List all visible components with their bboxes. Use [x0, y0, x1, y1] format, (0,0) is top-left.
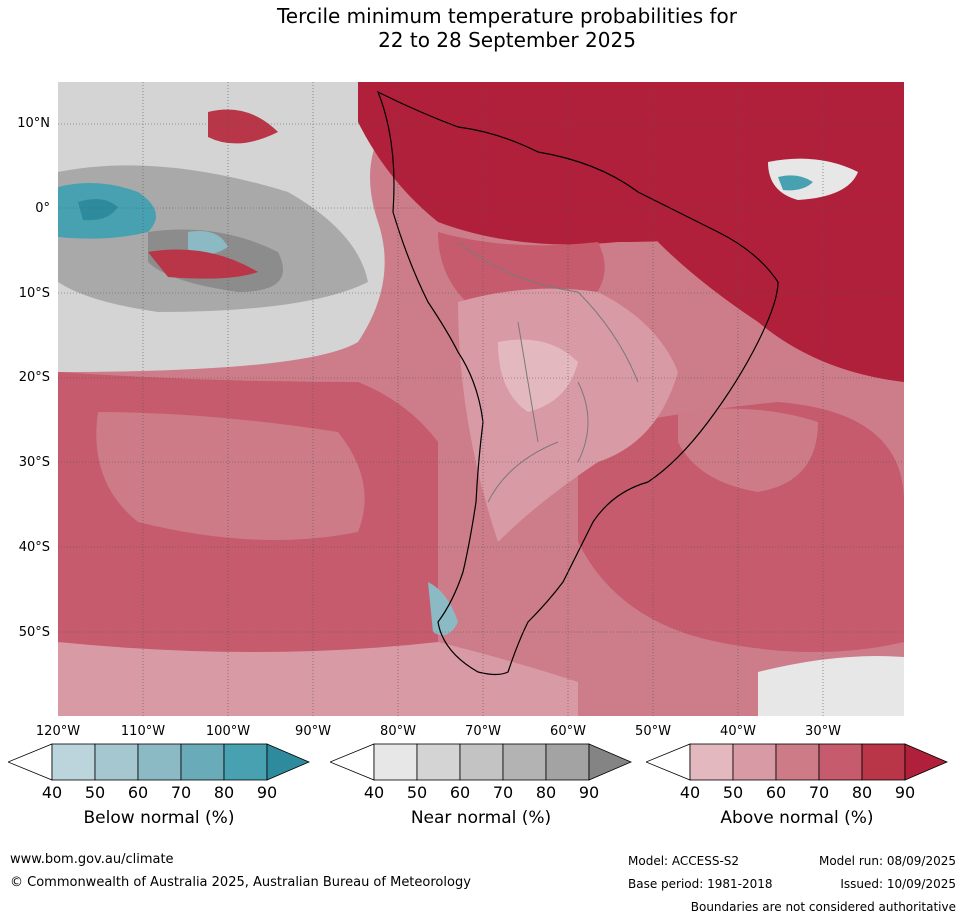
- region-below-normal-patagonia: [428, 582, 458, 636]
- region-below-normal-small: [188, 231, 228, 256]
- colorbar-near-cell-2: [416, 743, 461, 781]
- region-above-normal-atlantic-pocket: [678, 408, 818, 492]
- region-above-normal-pacific-mid: [96, 412, 365, 540]
- colorbar-above-cell-2: [732, 743, 777, 781]
- footer-base-period: Base period: 1981-2018: [628, 877, 773, 891]
- colorbar-below-normal: [8, 743, 310, 781]
- colorbar-near-cell-5: [545, 743, 590, 781]
- colorbar-above-normal: [646, 743, 948, 781]
- lat-label-10s: 10°S: [18, 286, 50, 301]
- lat-label-50s: 50°S: [18, 625, 50, 640]
- colorbar-above-cell-0: [646, 743, 691, 781]
- tick: 50: [722, 783, 744, 802]
- lon-label-80w: 80°W: [380, 724, 416, 739]
- lon-label-60w: 60°W: [550, 724, 586, 739]
- graticule: [58, 82, 904, 716]
- region-below-normal-core: [78, 198, 118, 221]
- lat-label-10n: 10°N: [17, 116, 50, 131]
- footer-model-run: Model run: 08/09/2025: [818, 854, 956, 868]
- title-line-2: 22 to 28 September 2025: [378, 28, 636, 52]
- colorbar-near-normal: [330, 743, 632, 781]
- lon-label-50w: 50°W: [635, 724, 671, 739]
- lon-label-110w: 110°W: [120, 724, 166, 739]
- tick: 60: [765, 783, 787, 802]
- colorbar-below-cell-5: [223, 743, 268, 781]
- tick: 80: [535, 783, 557, 802]
- colorbar-above-cell-4: [818, 743, 863, 781]
- footer-issued: Issued: 10/09/2025: [840, 877, 956, 891]
- region-above-normal-brazil-east: [658, 182, 904, 382]
- tick: 90: [256, 783, 278, 802]
- lat-label-40s: 40°S: [18, 540, 50, 555]
- colorbar-above-title: Above normal (%): [720, 808, 874, 828]
- footer-copyright: © Commonwealth of Australia 2025, Austra…: [10, 875, 471, 890]
- colorbar-near-cell-3: [459, 743, 504, 781]
- colorbar-below-cell-1: [51, 743, 96, 781]
- region-near-normal-far-south: [758, 656, 904, 716]
- colorbar-near-cell-0: [330, 743, 375, 781]
- colorbar-below-cell-0: [8, 743, 53, 781]
- title-line-1: Tercile minimum temperature probabilitie…: [276, 4, 738, 28]
- lat-label-0: 0°: [35, 201, 50, 216]
- tick: 50: [406, 783, 428, 802]
- colorbar-below-cell-3: [137, 743, 182, 781]
- colorbar-near-cell-6: [588, 743, 632, 781]
- footer-boundaries-note: Boundaries are not considered authoritat…: [690, 900, 956, 914]
- tick: 40: [363, 783, 385, 802]
- lat-label-20s: 20°S: [18, 370, 50, 385]
- colorbar-above-cell-5: [861, 743, 906, 781]
- colorbar-near-title: Near normal (%): [410, 808, 552, 828]
- lat-label-30s: 30°S: [18, 455, 50, 470]
- lon-label-30w: 30°W: [805, 724, 841, 739]
- probability-map: [58, 82, 904, 716]
- colorbar-below-cell-2: [94, 743, 139, 781]
- colorbar-above-cell-6: [904, 743, 948, 781]
- map-title: Tercile minimum temperature probabilitie…: [0, 4, 965, 52]
- tick: 70: [808, 783, 830, 802]
- tick: 90: [894, 783, 916, 802]
- lon-label-40w: 40°W: [720, 724, 756, 739]
- tick: 80: [213, 783, 235, 802]
- country-borders: [457, 241, 639, 503]
- region-below-normal-atlantic: [778, 175, 813, 191]
- footer-url[interactable]: www.bom.gov.au/climate: [10, 852, 174, 867]
- region-above-normal-interior-weak: [498, 339, 578, 412]
- colorbar-near-cell-1: [373, 743, 418, 781]
- tick: 50: [84, 783, 106, 802]
- tick: 80: [851, 783, 873, 802]
- region-above-normal-south-atlantic: [578, 402, 904, 652]
- colorbar-below-cell-6: [266, 743, 310, 781]
- colorbar-near-cell-4: [502, 743, 547, 781]
- tick: 40: [41, 783, 63, 802]
- tick: 40: [679, 783, 701, 802]
- lon-label-70w: 70°W: [465, 724, 501, 739]
- footer-model: Model: ACCESS-S2: [628, 854, 740, 868]
- tick: 60: [127, 783, 149, 802]
- region-above-normal-southern: [58, 642, 578, 716]
- tick: 70: [170, 783, 192, 802]
- colorbar-above-cell-3: [775, 743, 820, 781]
- tick: 60: [449, 783, 471, 802]
- tick: 90: [578, 783, 600, 802]
- region-above-normal-pacific-north: [208, 109, 278, 144]
- colorbar-below-title: Below normal (%): [83, 808, 235, 828]
- tick: 70: [492, 783, 514, 802]
- lon-label-90w: 90°W: [295, 724, 331, 739]
- south-america-coastline: [376, 90, 779, 676]
- region-above-normal-pacific-band: [148, 249, 258, 279]
- map-canvas: [58, 82, 904, 716]
- lon-label-120w: 120°W: [35, 724, 81, 739]
- colorbar-below-cell-4: [180, 743, 225, 781]
- colorbar-above-cell-1: [689, 743, 734, 781]
- lon-label-100w: 100°W: [205, 724, 251, 739]
